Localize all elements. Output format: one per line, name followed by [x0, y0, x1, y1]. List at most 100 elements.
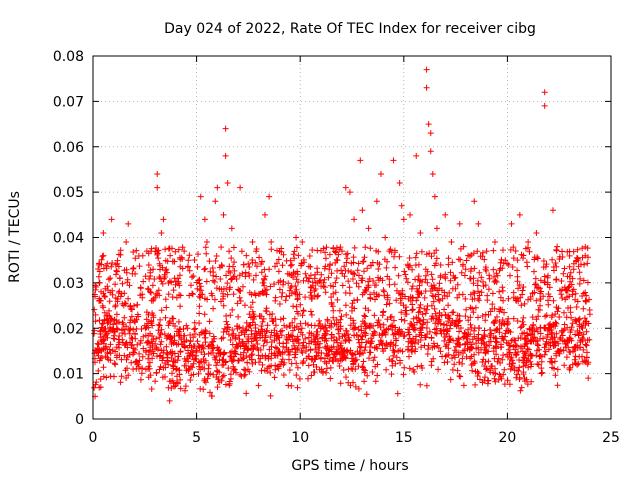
scatter-point	[203, 239, 210, 246]
scatter-point	[284, 270, 291, 277]
scatter-point	[108, 216, 115, 223]
scatter-point	[533, 229, 540, 236]
scatter-point	[125, 220, 132, 227]
scatter-point	[249, 239, 256, 246]
scatter-point	[448, 239, 455, 246]
scatter-point	[554, 243, 561, 250]
scatter-point	[400, 216, 407, 223]
scatter-point	[386, 248, 393, 255]
scatter-point	[442, 211, 449, 218]
scatter-point	[293, 234, 300, 241]
y-tick-label: 0.07	[53, 94, 84, 110]
chart-title: Day 024 of 2022, Rate Of TEC Index for r…	[164, 21, 536, 37]
scatter-point	[228, 225, 235, 232]
scatter-point	[425, 121, 432, 128]
y-tick-label: 0.02	[53, 321, 84, 337]
scatter-point	[429, 170, 436, 177]
scatter-point	[427, 130, 434, 137]
scatter-point	[222, 152, 229, 159]
scatter-point	[541, 89, 548, 96]
scatter-point	[357, 157, 364, 164]
scatter-point	[197, 193, 204, 200]
y-tick-label: 0.05	[53, 185, 84, 201]
scatter-point	[346, 189, 353, 196]
scatter-point	[268, 239, 275, 246]
scatter-point	[201, 216, 208, 223]
scatter-point	[502, 257, 509, 264]
scatter-point	[456, 220, 463, 227]
scatter-point	[123, 239, 130, 246]
scatter-point	[491, 239, 498, 246]
scatter-point	[154, 170, 161, 177]
scatter-point	[214, 184, 221, 191]
scatter-point	[342, 184, 349, 191]
scatter-point	[220, 211, 227, 218]
scatter-point	[276, 248, 283, 255]
scatter-point	[427, 148, 434, 155]
y-tick-label: 0	[75, 412, 84, 428]
scatter-point	[129, 270, 136, 277]
scatter-point	[431, 193, 438, 200]
scatter-point	[382, 234, 389, 241]
y-tick-label: 0.06	[53, 140, 84, 156]
scatter-point	[516, 211, 523, 218]
scatter-point	[326, 266, 333, 273]
scatter-point	[413, 152, 420, 159]
scatter-point	[351, 216, 358, 223]
scatter-point	[508, 220, 515, 227]
scatter-point	[160, 216, 167, 223]
scatter-point	[423, 66, 430, 73]
scatter-point	[299, 239, 306, 246]
scatter-point	[475, 220, 482, 227]
scatter-point	[560, 270, 567, 277]
y-tick-label: 0.03	[53, 276, 84, 292]
scatter-point	[407, 211, 414, 218]
scatter-point	[541, 102, 548, 109]
grid-lines	[93, 56, 611, 419]
scatter-point	[378, 170, 385, 177]
scatter-point	[150, 266, 157, 273]
scatter-point	[390, 157, 397, 164]
scatter-point	[483, 248, 490, 255]
x-tick-label: 0	[89, 430, 98, 446]
scatter-point	[423, 84, 430, 91]
scatter-point	[222, 125, 229, 132]
y-tick-label: 0.01	[53, 367, 84, 383]
scatter-point	[224, 180, 231, 187]
scatter-point	[465, 252, 472, 259]
x-tick-label: 20	[498, 430, 516, 446]
scatter-point	[398, 202, 405, 209]
scatter-point	[334, 257, 341, 264]
scatter-point	[373, 198, 380, 205]
scatter-point	[112, 261, 119, 268]
x-tick-label: 25	[602, 430, 620, 446]
scatter-point	[143, 248, 150, 255]
scatter-point	[433, 225, 440, 232]
y-axis-label: ROTI / TECUs	[7, 191, 23, 283]
scatter-point	[365, 225, 372, 232]
scatter-point	[359, 207, 366, 214]
scatter-point	[243, 252, 250, 259]
scatter-point	[266, 193, 273, 200]
x-tick-label: 10	[291, 430, 309, 446]
scatter-point	[185, 257, 192, 264]
y-tick-label: 0.04	[53, 231, 84, 247]
scatter-point	[212, 198, 219, 205]
scatter-point	[261, 211, 268, 218]
data-points	[91, 66, 593, 404]
scatter-point	[396, 180, 403, 187]
scatter-point	[154, 184, 161, 191]
scatter-point	[158, 229, 165, 236]
scatter-point	[570, 266, 577, 273]
scatter-point	[549, 207, 556, 214]
scatter-point	[100, 229, 107, 236]
scatter-point	[417, 229, 424, 236]
scatter-point-cloud	[91, 243, 593, 400]
scatter-point	[166, 397, 173, 404]
scatter-point	[237, 184, 244, 191]
scatter-point	[137, 284, 144, 291]
x-tick-label: 15	[395, 430, 413, 446]
axis-ticks: 0 5 10 15 20 25 0 0.01 0.02 0.03 0.04 0.05 0.06 0.07 0…	[53, 49, 620, 446]
x-tick-label: 5	[192, 430, 201, 446]
